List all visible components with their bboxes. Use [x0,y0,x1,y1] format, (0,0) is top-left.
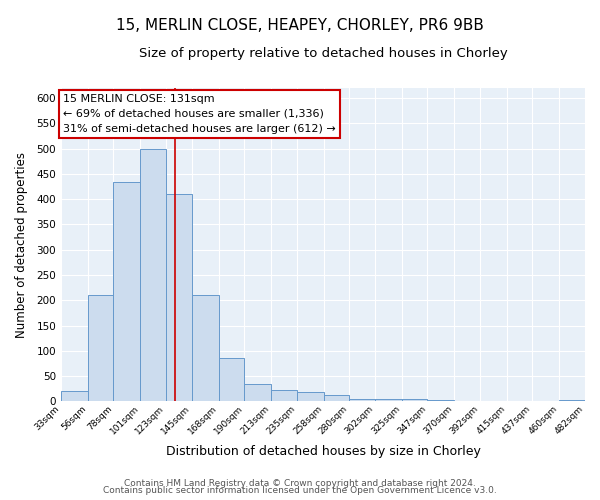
Bar [140,148,166,402]
Bar [166,194,191,402]
Bar [559,400,585,402]
Bar [375,399,402,402]
Bar [88,295,113,402]
Bar [297,392,323,402]
Bar [191,295,218,402]
Bar [507,401,532,402]
Bar [402,399,427,402]
Text: Contains public sector information licensed under the Open Government Licence v3: Contains public sector information licen… [103,486,497,495]
Bar [218,358,244,402]
Title: Size of property relative to detached houses in Chorley: Size of property relative to detached ho… [139,48,508,60]
Bar [244,384,271,402]
Text: 15, MERLIN CLOSE, HEAPEY, CHORLEY, PR6 9BB: 15, MERLIN CLOSE, HEAPEY, CHORLEY, PR6 9… [116,18,484,32]
Bar [349,399,375,402]
Bar [271,390,297,402]
Bar [61,391,88,402]
Y-axis label: Number of detached properties: Number of detached properties [15,152,28,338]
Bar [113,182,140,402]
Text: 15 MERLIN CLOSE: 131sqm
← 69% of detached houses are smaller (1,336)
31% of semi: 15 MERLIN CLOSE: 131sqm ← 69% of detache… [63,94,336,134]
Bar [323,394,349,402]
Text: Contains HM Land Registry data © Crown copyright and database right 2024.: Contains HM Land Registry data © Crown c… [124,478,476,488]
Bar [427,400,454,402]
X-axis label: Distribution of detached houses by size in Chorley: Distribution of detached houses by size … [166,444,481,458]
